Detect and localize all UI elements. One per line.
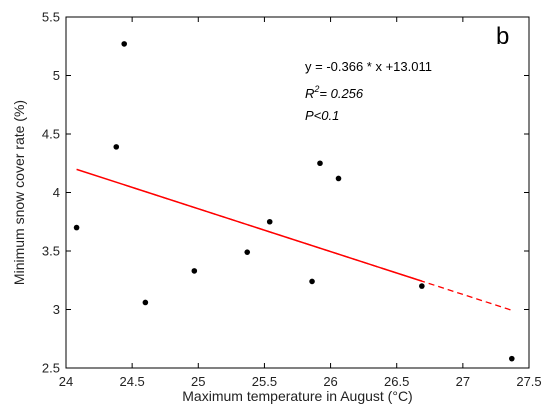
y-tick-label: 2.5 <box>42 361 60 376</box>
y-axis-label: Minimum snow cover rate (%) <box>11 100 27 285</box>
r-squared-value: = 0.256 <box>319 86 364 101</box>
y-tick-label: 5.5 <box>42 10 60 25</box>
x-tick-label: 27.5 <box>516 374 541 389</box>
x-tick-label: 26 <box>323 374 337 389</box>
x-tick-label: 24 <box>59 374 73 389</box>
data-point <box>419 283 425 289</box>
x-tick-label: 24.5 <box>119 374 144 389</box>
y-tick-label: 5 <box>53 68 60 83</box>
plot-area <box>65 16 530 369</box>
y-tick-label: 4.5 <box>42 127 60 142</box>
y-axis: 2.5 3 3.5 4 4.5 5 5.5 <box>42 10 529 376</box>
r-squared-prefix: R <box>305 86 314 101</box>
p-value-annotation: P<0.1 <box>305 108 339 123</box>
data-point <box>142 299 149 306</box>
data-point <box>335 175 342 182</box>
plot-frame <box>65 16 530 369</box>
data-point <box>309 278 315 285</box>
equation-annotation: y = -0.366 * x +13.011 <box>305 59 432 74</box>
r-squared-superscript: 2 <box>313 84 319 94</box>
x-tick-label: 25.5 <box>252 374 277 389</box>
y-tick-label: 3 <box>53 302 60 317</box>
data-point <box>73 224 80 231</box>
regression-lines <box>76 168 513 311</box>
panel-label: b <box>496 23 509 50</box>
x-tick-label: 25 <box>191 374 205 389</box>
regression-line-solid <box>76 168 423 282</box>
y-tick-label: 3.5 <box>42 244 60 259</box>
data-point <box>317 160 323 167</box>
x-axis: 24 24.5 25 25.5 26 26.5 27 27.5 <box>59 17 542 389</box>
y-tick-label: 4 <box>53 185 60 200</box>
data-point <box>121 41 128 47</box>
data-point <box>509 355 515 362</box>
data-point <box>266 218 273 225</box>
x-tick-label: 27 <box>456 374 470 389</box>
data-point <box>191 268 198 274</box>
x-axis-label: Maximum temperature in August (°C) <box>182 388 412 404</box>
data-points <box>73 41 515 362</box>
data-point <box>244 249 251 255</box>
r-squared-annotation: R2= 0.256 <box>305 84 364 101</box>
data-point <box>113 144 120 150</box>
x-tick-label: 26.5 <box>384 374 409 389</box>
